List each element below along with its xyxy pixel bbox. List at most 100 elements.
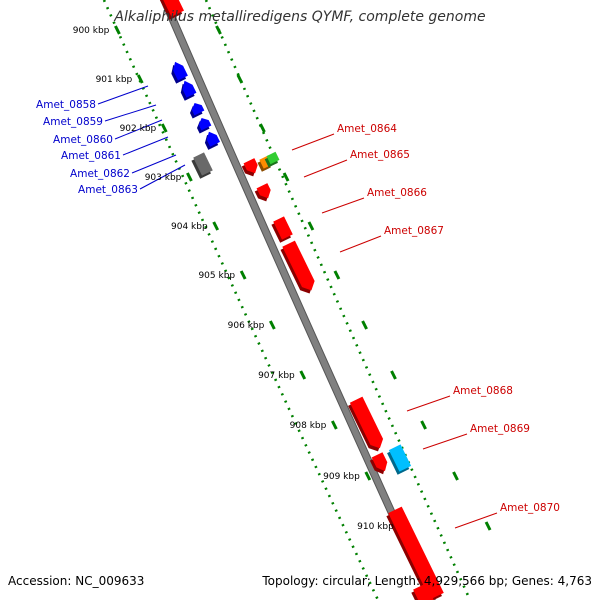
major-tick-inner xyxy=(114,25,121,35)
forward-gene-Amet_0869 xyxy=(387,444,412,475)
leader-line xyxy=(114,119,163,140)
tick-ring-inner xyxy=(102,0,380,600)
forward-gene-Amet_0865-face xyxy=(243,158,258,174)
major-tick-outer xyxy=(484,521,492,531)
leader-line xyxy=(122,136,169,156)
gene-label-Amet_0865: Amet_0865 xyxy=(350,149,410,161)
gene-label-Amet_0860: Amet_0860 xyxy=(53,134,113,146)
unlabeled-feature-face xyxy=(266,151,280,165)
unlabeled-feature-top-face xyxy=(160,0,184,17)
leader-line xyxy=(454,512,498,529)
major-tick-outer xyxy=(307,221,315,231)
gene-label-Amet_0864: Amet_0864 xyxy=(337,123,397,135)
unlabeled-feature xyxy=(369,452,388,475)
major-tick-inner xyxy=(269,320,276,330)
major-tick-outer xyxy=(282,172,290,182)
major-tick-inner xyxy=(212,221,220,231)
leader-line xyxy=(406,395,451,412)
leader-line xyxy=(104,104,157,122)
major-tick-outer xyxy=(361,320,368,330)
reverse-gene-Amet_0863 xyxy=(191,152,213,179)
unlabeled-feature-face xyxy=(273,216,293,240)
major-tick-inner xyxy=(186,172,193,182)
reverse-gene-Amet_0861-face xyxy=(198,118,212,131)
gene-label-Amet_0870: Amet_0870 xyxy=(500,502,560,514)
gene-label-Amet_0869: Amet_0869 xyxy=(470,423,530,435)
major-tick-inner xyxy=(364,471,372,481)
major-tick-outer xyxy=(236,74,244,84)
gene-label-Amet_0861: Amet_0861 xyxy=(61,150,121,162)
unlabeled-feature-top xyxy=(158,0,184,20)
kbp-label: 910 kbp xyxy=(357,522,394,532)
kbp-label: 909 kbp xyxy=(323,472,360,482)
forward-gene-Amet_0865 xyxy=(241,158,258,177)
reverse-gene-Amet_0859-face xyxy=(182,80,197,98)
major-tick-outer xyxy=(215,25,222,35)
gene-label-Amet_0859: Amet_0859 xyxy=(43,116,103,128)
reverse-gene-Amet_0860-face xyxy=(191,103,205,116)
kbp-label: 903 kbp xyxy=(145,173,182,183)
reverse-gene-Amet_0862-face xyxy=(206,131,221,147)
major-tick-inner xyxy=(160,123,168,133)
kbp-label: 902 kbp xyxy=(120,124,157,134)
kbp-label: 907 kbp xyxy=(258,371,295,381)
forward-gene-Amet_0870-face xyxy=(388,506,444,600)
gene-features xyxy=(158,0,444,600)
tick-rings xyxy=(102,0,492,600)
kbp-label: 901 kbp xyxy=(96,75,133,85)
forward-gene-Amet_0867-face xyxy=(282,240,315,291)
major-tick-outer xyxy=(259,123,266,133)
forward-gene-Amet_0868 xyxy=(348,396,384,452)
reverse-gene-Amet_0858 xyxy=(171,61,188,84)
forward-gene-Amet_0869-face xyxy=(388,444,412,472)
major-tick-inner xyxy=(299,370,307,380)
leader-line xyxy=(139,164,186,190)
reverse-gene-Amet_0860 xyxy=(189,103,205,119)
tick-ring-outer xyxy=(204,0,472,600)
reverse-gene-Amet_0859 xyxy=(180,80,197,101)
reverse-gene-Amet_0862 xyxy=(204,131,221,150)
gene-label-Amet_0868: Amet_0868 xyxy=(453,385,513,397)
reverse-gene-Amet_0863-face xyxy=(193,152,213,176)
kbp-label: 908 kbp xyxy=(290,421,327,431)
major-tick-outer xyxy=(390,370,397,380)
forward-gene-Amet_0866-face xyxy=(256,183,271,199)
unlabeled-feature xyxy=(411,583,439,600)
forward-gene-Amet_0868-face xyxy=(349,396,384,449)
gene-label-Amet_0862: Amet_0862 xyxy=(70,168,130,180)
kbp-label: 900 kbp xyxy=(73,26,110,36)
forward-gene-Amet_0867 xyxy=(280,240,315,294)
unlabeled-feature xyxy=(271,216,293,243)
leader-line xyxy=(339,235,382,253)
forward-gene-Amet_0870 xyxy=(386,506,444,600)
leader-line xyxy=(97,85,149,105)
reverse-gene-Amet_0858-face xyxy=(173,61,188,81)
genome-title: Alkaliphilus metalliredigens QYMF, compl… xyxy=(114,9,486,25)
major-tick-outer xyxy=(333,270,341,280)
backbone xyxy=(159,0,436,600)
gene-label-Amet_0858: Amet_0858 xyxy=(36,99,96,111)
leader-line xyxy=(321,197,365,214)
unlabeled-feature-face xyxy=(371,452,388,472)
kbp-label: 904 kbp xyxy=(171,222,208,232)
forward-gene-Amet_0866 xyxy=(254,183,271,202)
major-tick-outer xyxy=(420,420,427,430)
gene-label-Amet_0866: Amet_0866 xyxy=(367,187,427,199)
kbp-label: 905 kbp xyxy=(198,271,235,281)
unlabeled-feature-face xyxy=(413,583,439,600)
genome-stats: Topology: circular; Length: 4,929,566 bp… xyxy=(262,574,592,588)
kbp-label: 906 kbp xyxy=(228,321,265,331)
leader-line xyxy=(291,133,335,151)
reverse-gene-Amet_0861 xyxy=(196,118,212,134)
major-tick-inner xyxy=(239,270,247,280)
major-tick-outer xyxy=(452,471,459,481)
unlabeled-feature xyxy=(264,151,280,168)
major-tick-inner xyxy=(331,420,338,430)
leader-line xyxy=(422,433,468,450)
accession-text: Accession: NC_009633 xyxy=(8,574,145,588)
leader-line xyxy=(303,159,348,178)
kbp-labels: 900 kbp 901 kbp 902 kbp 903 kbp 904 kbp 905 k… xyxy=(73,26,394,532)
gene-label-Amet_0863: Amet_0863 xyxy=(78,184,138,196)
